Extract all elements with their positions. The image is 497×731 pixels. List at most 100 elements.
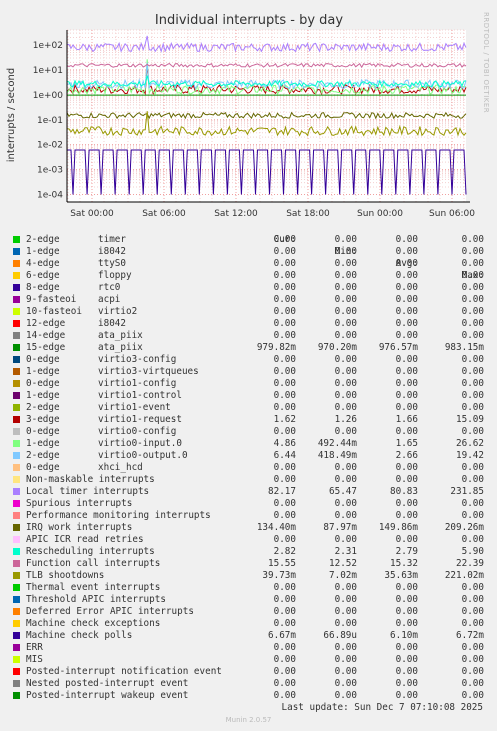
legend-row: Threshold APIC interrupts 0.00 0.00 0.00 0.0… (0, 594, 497, 606)
legend-device: virtio0-config (98, 426, 177, 437)
legend-label: Machine check exceptions (26, 618, 161, 629)
legend-label: 10-fasteoi virtio2 (26, 306, 137, 318)
legend-swatch (13, 632, 20, 639)
legend-min: 66.89u (323, 630, 357, 641)
series-line (66, 111, 467, 120)
legend-cur: 0.00 (273, 474, 296, 485)
legend-row: Deferred Error APIC interrupts 0.00 0.00 0.… (0, 606, 497, 618)
y-ticks: 1e+02 1e+01 1e+00 1e-01 1e-02 1e-03 1e-04 (33, 41, 64, 200)
legend-label: Threshold APIC interrupts (26, 594, 166, 605)
legend-swatch (13, 476, 20, 483)
legend-avg: 0.00 (395, 474, 418, 485)
legend-max: 0.00 (461, 474, 484, 485)
legend-max: 0.00 (461, 390, 484, 401)
interrupts-chart: Individual interrupts - by day interrupt… (6, 12, 490, 219)
legend-cur: 0.00 (273, 666, 296, 677)
legend-avg: 0.00 (395, 402, 418, 413)
legend-device: virtio1-request (98, 414, 182, 425)
legend-max: 0.00 (461, 234, 484, 245)
x-tick-label: Sat 06:00 (142, 209, 186, 219)
legend-cur: 0.00 (273, 690, 296, 701)
legend-min: 0.00 (334, 366, 357, 377)
legend-max: 0.00 (461, 642, 484, 653)
legend-label: 8-edge rtc0 (26, 282, 120, 294)
legend-label: 1-edge virtio1-control (26, 390, 182, 402)
legend-row: ERR 0.00 0.00 0.00 0.00 (0, 642, 497, 654)
legend-max: 0.00 (461, 534, 484, 545)
legend-min: 0.00 (334, 498, 357, 509)
legend-min: 0.00 (334, 354, 357, 365)
legend-cur: 0.00 (273, 534, 296, 545)
legend-swatch (13, 548, 20, 555)
legend-cur: 39.73m (262, 570, 296, 581)
x-tick-label: Sat 18:00 (286, 209, 330, 219)
legend-max: 19.42 (456, 450, 484, 461)
legend-device: i8042 (98, 246, 126, 257)
legend-max: 0.00 (461, 354, 484, 365)
legend-device: ttyS0 (98, 258, 126, 269)
y-tick-label: 1e+00 (33, 91, 64, 101)
y-tick-label: 1e-04 (37, 190, 63, 200)
legend-cur: 0.00 (273, 258, 296, 269)
legend-min: 0.00 (334, 690, 357, 701)
legend-device: timer (98, 234, 126, 245)
legend-max: 209.26m (444, 522, 484, 533)
munin-version: Munin 2.0.57 (225, 716, 272, 724)
series-line (66, 59, 467, 96)
legend-swatch (13, 620, 20, 627)
legend-label: MIS (26, 654, 43, 665)
legend-avg: 0.00 (395, 270, 418, 281)
y-tick-label: 1e+01 (33, 66, 63, 76)
legend-device: xhci_hcd (98, 462, 143, 473)
legend-max: 0.00 (461, 294, 484, 305)
legend-device: rtc0 (98, 282, 121, 293)
legend-min: 970.20m (317, 342, 357, 353)
legend-label: Function call interrupts (26, 558, 161, 569)
legend-avg: 149.86m (378, 522, 418, 533)
legend-min: 0.00 (334, 462, 357, 473)
legend-cur: 6.67m (268, 630, 296, 641)
legend-cur: 134.40m (256, 522, 296, 533)
legend-label: Posted-interrupt wakeup event (26, 690, 189, 701)
legend-avg: 0.00 (395, 354, 418, 365)
legend-cur: 1.62 (273, 414, 296, 425)
legend-irq: 0-edge (26, 354, 60, 365)
legend-avg: 0.00 (395, 690, 418, 701)
legend-swatch (13, 584, 20, 591)
legend-min: 0.00 (334, 426, 357, 437)
legend-avg: 0.00 (395, 234, 418, 245)
legend-max: 0.00 (461, 306, 484, 317)
legend-swatch (13, 656, 20, 663)
legend-max: 983.15m (444, 342, 484, 353)
legend-label: Deferred Error APIC interrupts (26, 606, 194, 617)
legend-label: 9-fasteoi acpi (26, 294, 120, 306)
legend-swatch (13, 248, 20, 255)
legend-cur: 0.00 (273, 642, 296, 653)
legend-label: 12-edge i8042 (26, 318, 126, 330)
legend-irq: 0-edge (26, 426, 60, 437)
legend-cur: 0.00 (273, 582, 296, 593)
legend-label: Performance monitoring interrupts (26, 510, 211, 521)
legend-min: 2.31 (334, 546, 357, 557)
legend-label: IRQ work interrupts (26, 522, 133, 533)
legend-max: 0.00 (461, 318, 484, 329)
legend-min: 418.49m (317, 450, 357, 461)
legend-irq: 0-edge (26, 378, 60, 389)
legend-swatch (13, 464, 20, 471)
legend-row: Posted-interrupt notification event 0.00 0… (0, 666, 497, 678)
legend-label: 0-edge virtio3-config (26, 354, 176, 366)
y-tick-label: 1e-01 (37, 116, 63, 126)
legend-min: 0.00 (334, 318, 357, 329)
legend-row: 12-edge i8042 0.00 0.00 0.00 0.00 (0, 318, 497, 330)
legend-avg: 0.00 (395, 318, 418, 329)
legend-row: TLB shootdowns 39.73m 7.02m 35.63m 221.02m (0, 570, 497, 582)
legend-min: 0.00 (334, 666, 357, 677)
legend-avg: 6.10m (390, 630, 418, 641)
legend-row: Posted-interrupt wakeup event 0.00 0.00 0.0… (0, 690, 497, 702)
legend-irq: 10-fasteoi (26, 306, 82, 317)
legend-avg: 15.32 (390, 558, 418, 569)
legend-device: virtio2 (98, 306, 138, 317)
legend-row: 2-edge timer 0.00 0.00 0.00 0.00 (0, 234, 497, 246)
legend-max: 0.00 (461, 666, 484, 677)
header-avg: Avg: (395, 258, 418, 269)
